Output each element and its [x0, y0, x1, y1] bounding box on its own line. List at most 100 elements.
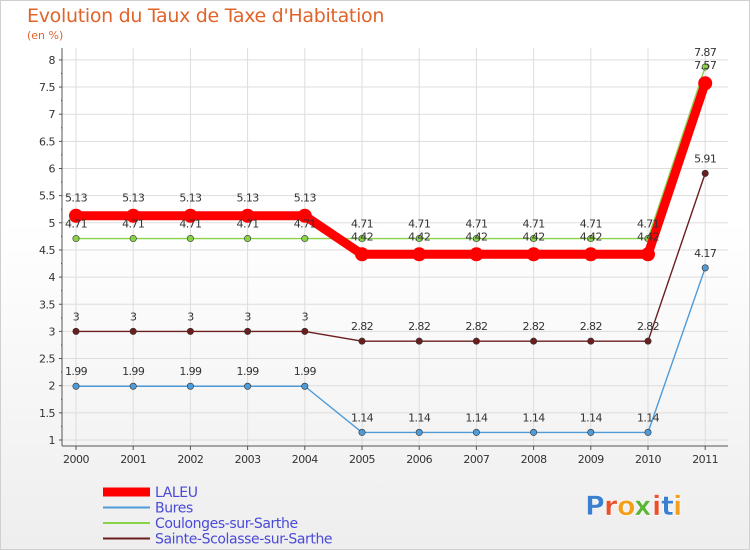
y-tick-label: 4 — [49, 271, 56, 284]
data-point-coulonges-sur-sarthe — [244, 235, 252, 243]
data-label-sainte-scolasse-sur-sarthe: 2.82 — [637, 320, 659, 333]
x-tick-label: 2001 — [120, 453, 146, 466]
data-label-bures: 1.14 — [408, 411, 431, 424]
data-labels: 5.13 5.13 5.13 5.13 5.13 4.42 4.42 4.42 4.42 4.42… — [65, 46, 717, 424]
data-point-laleu — [412, 247, 427, 262]
data-label-sainte-scolasse-sur-sarthe: 3 — [302, 310, 309, 323]
data-point-sainte-scolasse-sur-sarthe — [415, 337, 423, 345]
data-point-sainte-scolasse-sur-sarthe — [186, 327, 194, 335]
data-point-sainte-scolasse-sur-sarthe — [129, 327, 137, 335]
data-label-laleu: 5.13 — [65, 192, 88, 205]
data-label-laleu: 5.13 — [122, 192, 145, 205]
data-label-bures: 1.99 — [122, 365, 145, 378]
legend: LALEUBuresCoulonges-sur-SartheSainte-Sco… — [103, 485, 333, 548]
data-point-laleu — [240, 208, 255, 223]
data-label-laleu: 7.57 — [694, 59, 717, 72]
data-label-bures: 1.99 — [237, 365, 260, 378]
data-label-coulonges-sur-sarthe: 4.71 — [122, 218, 144, 231]
data-label-laleu: 4.42 — [637, 230, 659, 243]
y-tick-label: 3 — [49, 325, 56, 338]
data-point-bures — [472, 428, 480, 436]
brand-letter: o — [617, 491, 636, 522]
data-label-sainte-scolasse-sur-sarthe: 3 — [73, 310, 80, 323]
data-point-laleu — [526, 247, 541, 262]
brand-letter: t — [661, 491, 674, 522]
x-tick-label: 2005 — [349, 453, 375, 466]
chart-title: Evolution du Taux de Taxe d'Habitation — [27, 5, 385, 27]
series-line-bures — [75, 267, 706, 434]
data-label-coulonges-sur-sarthe: 4.71 — [294, 218, 316, 231]
data-label-coulonges-sur-sarthe: 7.87 — [694, 46, 717, 59]
data-point-laleu — [583, 247, 598, 262]
data-point-laleu — [126, 208, 141, 223]
x-tick-label: 2009 — [578, 453, 604, 466]
series-lines — [69, 63, 713, 436]
series-line-coulonges-sur-sarthe — [75, 66, 706, 240]
data-point-coulonges-sur-sarthe — [358, 235, 366, 243]
series-line-laleu — [71, 78, 710, 259]
data-point-bures — [644, 428, 652, 436]
data-label-bures: 1.14 — [465, 411, 488, 424]
data-point-sainte-scolasse-sur-sarthe — [587, 337, 595, 345]
y-tick-label: 5.5 — [39, 190, 55, 203]
data-label-laleu: 5.13 — [294, 192, 317, 205]
x-tick-label: 2010 — [635, 453, 661, 466]
data-point-laleu — [698, 76, 713, 91]
legend-label-coulonges-sur-sarthe: Coulonges-sur-Sarthe — [155, 516, 298, 532]
data-label-coulonges-sur-sarthe: 4.71 — [637, 218, 659, 231]
data-point-sainte-scolasse-sur-sarthe — [644, 337, 652, 345]
data-label-laleu: 4.42 — [351, 230, 373, 243]
data-point-coulonges-sur-sarthe — [587, 235, 595, 243]
data-point-sainte-scolasse-sur-sarthe — [530, 337, 538, 345]
y-tick-label: 6 — [49, 163, 56, 176]
brand-letter: r — [604, 491, 618, 522]
x-tick-label: 2007 — [463, 453, 489, 466]
brand-letter: i — [673, 491, 682, 522]
y-tick-label: 3.5 — [39, 298, 55, 311]
data-label-sainte-scolasse-sur-sarthe: 3 — [244, 310, 251, 323]
y-tick-label: 1 — [49, 434, 56, 447]
y-axis-ticks: 1 1.5 2 2.5 3 3.5 4 4.5 5 5.5 6 6.5 7 7.5 8 — [39, 54, 62, 447]
grid-lines — [62, 48, 728, 446]
data-point-sainte-scolasse-sur-sarthe — [244, 327, 252, 335]
data-label-bures: 1.14 — [637, 411, 660, 424]
y-tick-label: 1.5 — [39, 407, 55, 420]
data-label-bures: 1.14 — [523, 411, 546, 424]
data-point-coulonges-sur-sarthe — [530, 235, 538, 243]
legend-label-bures: Bures — [155, 501, 193, 517]
data-point-sainte-scolasse-sur-sarthe — [358, 337, 366, 345]
y-tick-label: 5 — [49, 217, 56, 230]
data-point-sainte-scolasse-sur-sarthe — [701, 169, 709, 177]
x-tick-label: 2008 — [521, 453, 547, 466]
y-tick-label: 7.5 — [39, 81, 55, 94]
x-tick-label: 2004 — [292, 453, 318, 466]
data-label-laleu: 5.13 — [179, 192, 202, 205]
legend-label-sainte-scolasse-sur-sarthe: Sainte-Scolasse-sur-Sarthe — [155, 532, 332, 548]
data-point-sainte-scolasse-sur-sarthe — [72, 327, 80, 335]
y-tick-label: 8 — [49, 54, 56, 67]
data-label-bures: 1.14 — [580, 411, 603, 424]
data-label-laleu: 4.42 — [580, 230, 602, 243]
data-label-coulonges-sur-sarthe: 4.71 — [408, 218, 430, 231]
x-tick-label: 2000 — [63, 453, 89, 466]
data-label-coulonges-sur-sarthe: 4.71 — [465, 218, 487, 231]
data-point-bures — [244, 382, 252, 390]
data-label-bures: 1.99 — [179, 365, 202, 378]
data-label-sainte-scolasse-sur-sarthe: 3 — [130, 310, 137, 323]
data-point-coulonges-sur-sarthe — [701, 63, 709, 71]
data-point-laleu — [641, 247, 655, 262]
data-label-sainte-scolasse-sur-sarthe: 5.91 — [694, 152, 716, 165]
data-label-sainte-scolasse-sur-sarthe: 3 — [187, 310, 194, 323]
data-label-sainte-scolasse-sur-sarthe: 2.82 — [523, 320, 545, 333]
data-point-bures — [129, 382, 137, 390]
data-label-sainte-scolasse-sur-sarthe: 2.82 — [351, 320, 373, 333]
chart-subtitle: (en %) — [27, 29, 64, 42]
data-point-sainte-scolasse-sur-sarthe — [301, 327, 309, 335]
data-point-bures — [358, 428, 366, 436]
y-tick-label: 2 — [49, 380, 56, 393]
data-point-bures — [415, 428, 423, 436]
data-label-coulonges-sur-sarthe: 4.71 — [351, 218, 373, 231]
data-label-coulonges-sur-sarthe: 4.71 — [179, 218, 201, 231]
